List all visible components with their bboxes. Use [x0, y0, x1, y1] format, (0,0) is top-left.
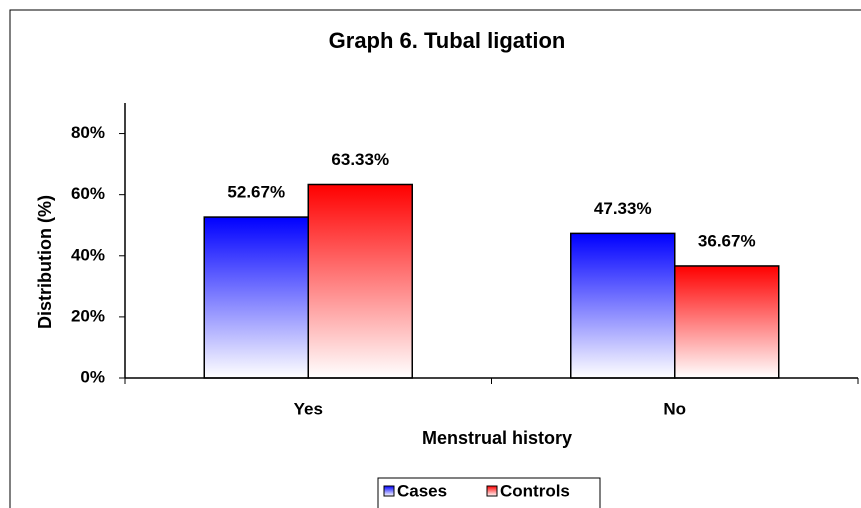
y-axis-label: Distribution (%) [35, 195, 55, 329]
y-tick-label: 60% [71, 184, 105, 203]
bar [674, 265, 780, 379]
value-label: 52.67% [227, 183, 285, 202]
value-label: 36.67% [698, 231, 756, 250]
bar [570, 232, 676, 379]
legend: Cases Controls [377, 477, 601, 508]
bar [203, 216, 309, 379]
bar [307, 183, 413, 379]
y-tick-label: 20% [71, 306, 105, 325]
legend-swatch [383, 485, 395, 497]
y-tick-label: 40% [71, 245, 105, 264]
legend-label: Controls [500, 481, 570, 500]
y-tick-label: 0% [80, 367, 105, 386]
x-axis-label: Menstrual history [422, 428, 572, 448]
legend-swatch [486, 485, 498, 497]
chart-frame [9, 9, 861, 508]
x-tick-label: Yes [294, 399, 323, 418]
x-tick-label: No [663, 399, 686, 418]
value-label: 47.33% [594, 199, 652, 218]
y-tick-label: 80% [71, 123, 105, 142]
legend-label: Cases [397, 481, 447, 500]
value-label: 63.33% [331, 150, 389, 169]
chart-title: Graph 6. Tubal ligation [329, 28, 566, 53]
